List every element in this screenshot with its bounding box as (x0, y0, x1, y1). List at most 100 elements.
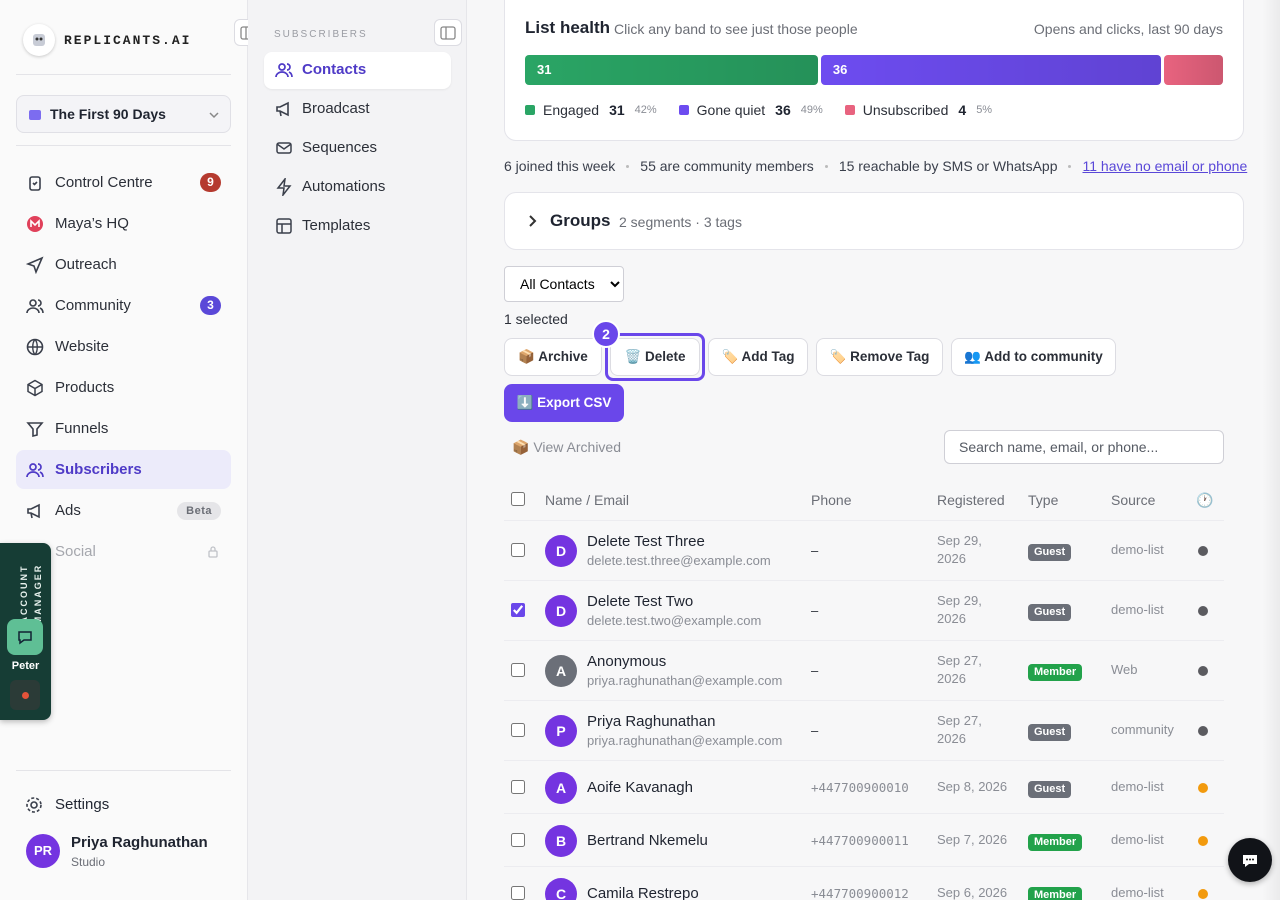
workspace-name: The First 90 Days (50, 106, 166, 122)
highlight-ring (605, 333, 705, 381)
chevron (209, 112, 219, 119)
action-button[interactable]: 📦 Archive (504, 338, 602, 376)
contact-email: priya.raghunathan@example.com (587, 733, 783, 748)
health-bar: 31 36 (525, 55, 1223, 85)
chat-icon (18, 631, 32, 645)
chevron (529, 215, 537, 227)
health-band[interactable]: 36 (820, 55, 1161, 85)
view-archived[interactable]: 📦 View Archived (512, 439, 621, 455)
workspace-select[interactable]: The First 90 Days (16, 95, 231, 133)
contact-name[interactable]: Delete Test Three (587, 533, 705, 550)
filter-select[interactable]: All Contacts (504, 266, 624, 302)
contact-email: delete.test.two@example.com (587, 613, 762, 628)
avatar: D (545, 595, 577, 627)
health-legend: Engaged 31 42% Gone quiet 36 49% Unsubscribed 4… (525, 100, 992, 120)
subnav-item[interactable]: Automations (264, 169, 451, 206)
subnav-item[interactable]: Contacts (264, 52, 451, 89)
source: demo-list (1111, 831, 1164, 847)
subnav-item[interactable]: Templates (264, 208, 451, 245)
band-label: 31 (537, 62, 552, 77)
nav-item[interactable]: Ads Beta (16, 491, 231, 530)
source: demo-list (1111, 542, 1164, 557)
nav-label: Funnels (55, 420, 109, 437)
phone: – (811, 603, 819, 618)
nav-item[interactable]: Community 3 (16, 286, 231, 325)
groups-summary: 2 segments · 3 tags (619, 214, 742, 230)
subnav-item[interactable]: Sequences (264, 130, 451, 167)
search-input[interactable] (944, 430, 1224, 464)
action-button[interactable]: 🏷️ Remove Tag (816, 338, 943, 376)
row-checkbox[interactable] (511, 663, 525, 677)
legend-name: Engaged (543, 102, 600, 118)
table-row (504, 701, 1224, 761)
status-dot (1198, 888, 1208, 899)
nav-badge: 3 (200, 296, 221, 315)
nav-item[interactable]: Website (16, 327, 231, 366)
settings[interactable]: Settings (16, 790, 231, 820)
chat-button[interactable] (7, 619, 43, 655)
row-checkbox[interactable] (511, 723, 525, 737)
legend-count: 31 (609, 102, 625, 118)
row-checkbox[interactable] (511, 603, 525, 617)
groups-card[interactable]: Groups 2 segments · 3 tags (504, 192, 1244, 250)
contact-name[interactable]: Anonymous (587, 653, 667, 670)
nav-item[interactable]: Subscribers (16, 450, 231, 489)
status-dot (1198, 606, 1208, 616)
nav-item[interactable]: Maya’s HQ (16, 204, 231, 243)
table-row (504, 761, 1224, 814)
subnav-label: Contacts (302, 61, 367, 78)
stat: 6 joined this week (504, 158, 616, 174)
phone: – (811, 723, 819, 738)
header-checkbox[interactable] (511, 492, 525, 506)
list-health-title: List health (525, 18, 611, 37)
stat-link[interactable]: 11 have no email or phone (1082, 158, 1248, 174)
status-dot (1198, 782, 1208, 793)
registered: Sep 27, 2026 (937, 713, 982, 746)
registered: Sep 29, 2026 (937, 533, 982, 566)
source: demo-list (1111, 884, 1164, 900)
subnav-item[interactable]: Broadcast (264, 91, 451, 128)
health-band[interactable]: 31 (525, 55, 818, 85)
legend-item[interactable]: Engaged 31 42% (525, 100, 657, 120)
column-header: Source (1111, 492, 1156, 508)
contact-name[interactable]: Delete Test Two (587, 593, 694, 610)
list-health-hint: Click any band to see just those people (614, 21, 858, 37)
nav-item[interactable]: Products (16, 368, 231, 407)
nav-item[interactable]: Funnels (16, 409, 231, 448)
legend-swatch (678, 105, 689, 115)
action-button[interactable]: 👥 Add to community (951, 338, 1116, 376)
row-checkbox[interactable] (511, 885, 525, 900)
health-band[interactable] (1164, 55, 1223, 85)
nav-label: Website (55, 338, 109, 355)
legend-item[interactable]: Unsubscribed 4 5% (844, 100, 993, 120)
nav-item[interactable]: Control Centre 9 (16, 163, 231, 202)
chat-launcher[interactable] (1228, 838, 1272, 882)
nav-item[interactable]: Outreach (16, 245, 231, 284)
legend-share: 5% (976, 104, 993, 116)
action-button[interactable]: ⬇️ Export CSV (504, 384, 624, 422)
row-checkbox[interactable] (511, 779, 525, 794)
source: demo-list (1111, 602, 1164, 617)
nav-label: Outreach (55, 256, 117, 273)
row-checkbox[interactable] (511, 543, 525, 557)
nav-badge: Beta (177, 502, 221, 520)
legend-swatch (525, 105, 535, 115)
separator-dot (824, 164, 828, 168)
contact-name[interactable]: Aoife Kavanagh (587, 778, 693, 796)
table-row (504, 641, 1224, 701)
avatar: B (545, 824, 577, 857)
contact-name[interactable]: Camila Restrepo (587, 884, 699, 900)
header-rule (504, 520, 1224, 521)
legend-item[interactable]: Gone quiet 36 49% (678, 100, 823, 120)
step-badge: 2 (592, 320, 620, 348)
registered: Sep 8, 2026 (937, 778, 1008, 794)
user-name: Priya Raghunathan (71, 834, 208, 851)
row-checkbox[interactable] (511, 832, 525, 847)
collapse-button[interactable] (434, 19, 462, 46)
action-button[interactable]: 🏷️ Add Tag (708, 338, 808, 376)
phone: +447700900010 (811, 779, 909, 795)
contact-name[interactable]: Bertrand Nkemelu (587, 831, 708, 849)
action-button[interactable]: 🗑️ Delete (610, 338, 700, 376)
contact-name[interactable]: Priya Raghunathan (587, 713, 716, 730)
nav-icon (27, 379, 43, 397)
